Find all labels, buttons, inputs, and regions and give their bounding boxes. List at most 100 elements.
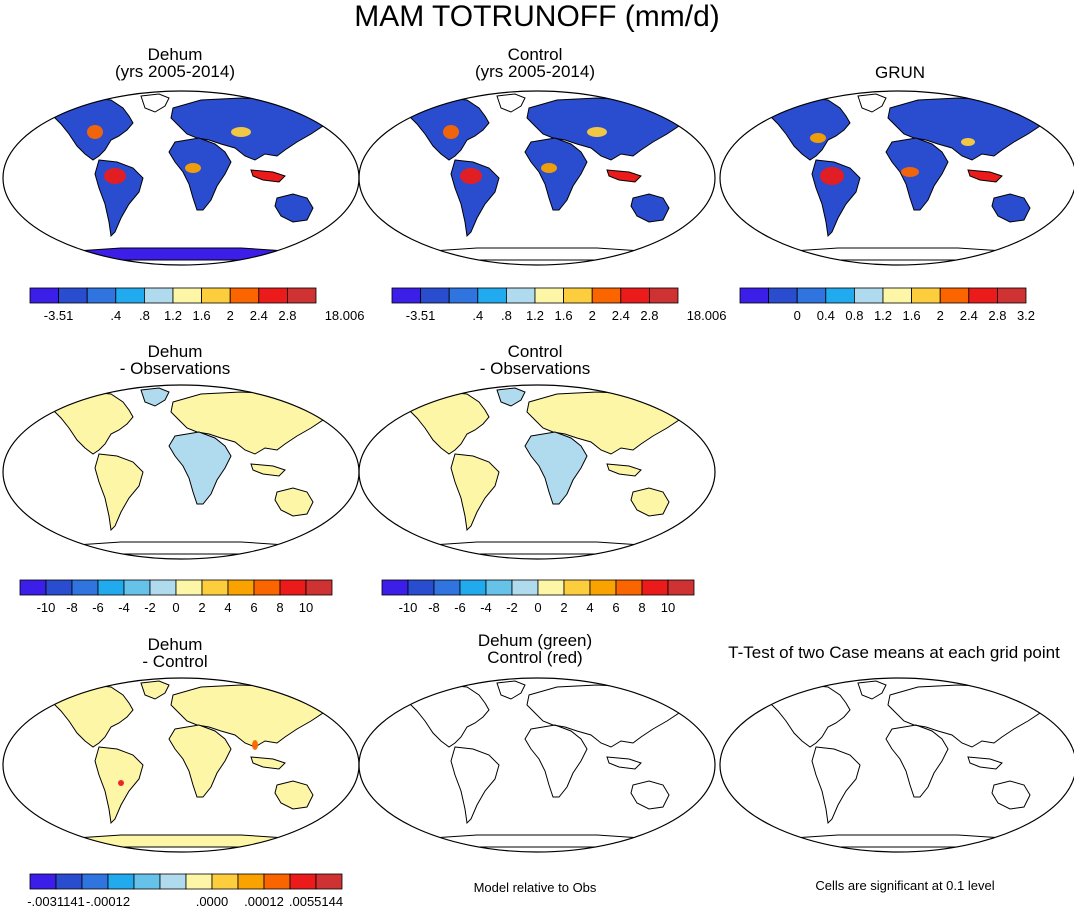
high-value-region — [460, 168, 482, 184]
legend-swatch — [45, 579, 73, 596]
legend-tick-label: -8 — [428, 600, 440, 615]
legend-swatch — [185, 873, 213, 890]
legend-swatch — [81, 873, 109, 890]
legend-tick-label: 0.8 — [845, 308, 863, 323]
legend-tick-label: 2.8 — [278, 308, 296, 323]
legend-tick-label: -2 — [506, 600, 518, 615]
legend-tick-label: -4 — [480, 600, 492, 615]
landmass-antarctica — [49, 541, 313, 555]
legend-tick-label: 2 — [560, 600, 567, 615]
legend-tick-label: 2 — [937, 308, 944, 323]
map-panel-dehum-obs — [2, 384, 360, 560]
legend-swatch — [667, 579, 695, 596]
panel-title-dehum-control: Dehum - Control — [65, 636, 285, 670]
high-value-region — [231, 127, 251, 137]
landmass-africa — [168, 431, 232, 505]
note-significance: Cells are significant at 0.1 level — [815, 878, 995, 893]
legend-tick-label: 6 — [612, 600, 619, 615]
high-value-region — [820, 167, 844, 185]
legend-swatch — [433, 579, 461, 596]
legend-tick-label: .4 — [472, 308, 483, 323]
legend-swatch — [201, 579, 229, 596]
panel-title-line: - Observations — [479, 359, 591, 378]
color-legend-grun: 0 0.4 0.8 1.2 1.6 2 2.4 2.8 3.2 — [739, 287, 1035, 323]
panel-title-line: Control — [507, 45, 563, 64]
landmass-eurasia — [526, 684, 686, 748]
legend-swatch — [172, 287, 203, 304]
high-value-region — [961, 138, 975, 146]
landmass-antarctica — [405, 834, 669, 848]
legend-tick-label: 1.6 — [903, 308, 921, 323]
panel-title-line: - Control — [142, 652, 208, 671]
high-value-region — [87, 125, 103, 139]
panel-title-line: (yrs 2005-2014) — [114, 62, 235, 81]
legend-tick-label: 2.8 — [640, 308, 658, 323]
map-panel-dehum — [2, 90, 360, 266]
landmass-indonesia — [606, 463, 642, 477]
panel-title-dehum-obs: Dehum - Observations — [65, 343, 285, 377]
legend-swatch — [279, 579, 307, 596]
landmass-greenland — [140, 93, 170, 113]
legend-swatch — [86, 287, 117, 304]
legend-tick-label: -2 — [144, 600, 156, 615]
globe-outline — [2, 90, 360, 266]
landmass-north-america — [50, 684, 134, 748]
legend-swatch — [407, 579, 435, 596]
panel-title-grun: GRUN — [790, 64, 1010, 81]
legend-swatch — [305, 579, 333, 596]
map-panel-grun — [719, 90, 1074, 266]
color-legend-abs: -3.51 .4 .8 1.2 1.6 2 2.4 2.8 18.006 — [29, 287, 364, 323]
legend-tick-label: .8 — [139, 308, 150, 323]
legend-tick-label: 1.2 — [164, 308, 182, 323]
legend-swatch — [55, 873, 83, 890]
landmass-australia — [630, 487, 670, 517]
landmass-south-america — [811, 746, 861, 825]
landmass-south-america — [94, 453, 144, 532]
legend-tick-label: 1.6 — [193, 308, 211, 323]
legend-swatch — [263, 873, 291, 890]
legend-tick-label: -6 — [454, 600, 466, 615]
legend-tick-label: -4 — [118, 600, 130, 615]
legend-swatch — [615, 579, 643, 596]
landmass-indonesia — [967, 169, 1003, 183]
legend-swatch — [253, 579, 281, 596]
legend-swatch — [97, 579, 125, 596]
legend-swatch — [591, 287, 622, 304]
legend-tick-label: 10 — [299, 600, 313, 615]
legend-swatch — [29, 287, 60, 304]
globe-outline — [719, 677, 1074, 853]
globe-outline — [2, 384, 360, 560]
legend-tick-label: .4 — [110, 308, 121, 323]
legend-swatch — [796, 287, 827, 304]
legend-swatch — [133, 873, 161, 890]
globe-outline — [358, 384, 716, 560]
legend-swatch — [641, 579, 669, 596]
panel-title-line: Dehum — [147, 45, 203, 64]
legend-tick-label: 8 — [276, 600, 283, 615]
landmass-africa — [168, 724, 232, 798]
legend-swatch — [315, 873, 343, 890]
legend-tick-label: -10 — [37, 600, 56, 615]
legend-tick-label: 2.4 — [960, 308, 978, 323]
legend-swatch — [201, 287, 231, 304]
landmass-australia — [630, 193, 670, 223]
high-value-region — [541, 163, 557, 173]
legend-swatch — [459, 579, 487, 596]
panel-title-line: Dehum (green) — [477, 631, 593, 650]
legend-tick-label: .0000 — [196, 894, 229, 907]
landmass-greenland — [496, 387, 526, 407]
landmass-indonesia — [967, 756, 1003, 770]
landmass-indonesia — [606, 169, 642, 183]
legend-tick-label: 0 — [534, 600, 541, 615]
legend-swatch — [825, 287, 855, 304]
legend-tick-label: -8 — [66, 600, 78, 615]
high-value-region — [104, 168, 126, 184]
legend-swatch — [381, 579, 409, 596]
legend-tick-label: -.0031141 — [27, 894, 85, 907]
legend-swatch — [649, 287, 679, 304]
map-panel-dehum-control — [2, 677, 360, 853]
legend-swatch — [854, 287, 884, 304]
high-value-region — [810, 133, 826, 143]
landmass-south-america — [450, 746, 500, 825]
